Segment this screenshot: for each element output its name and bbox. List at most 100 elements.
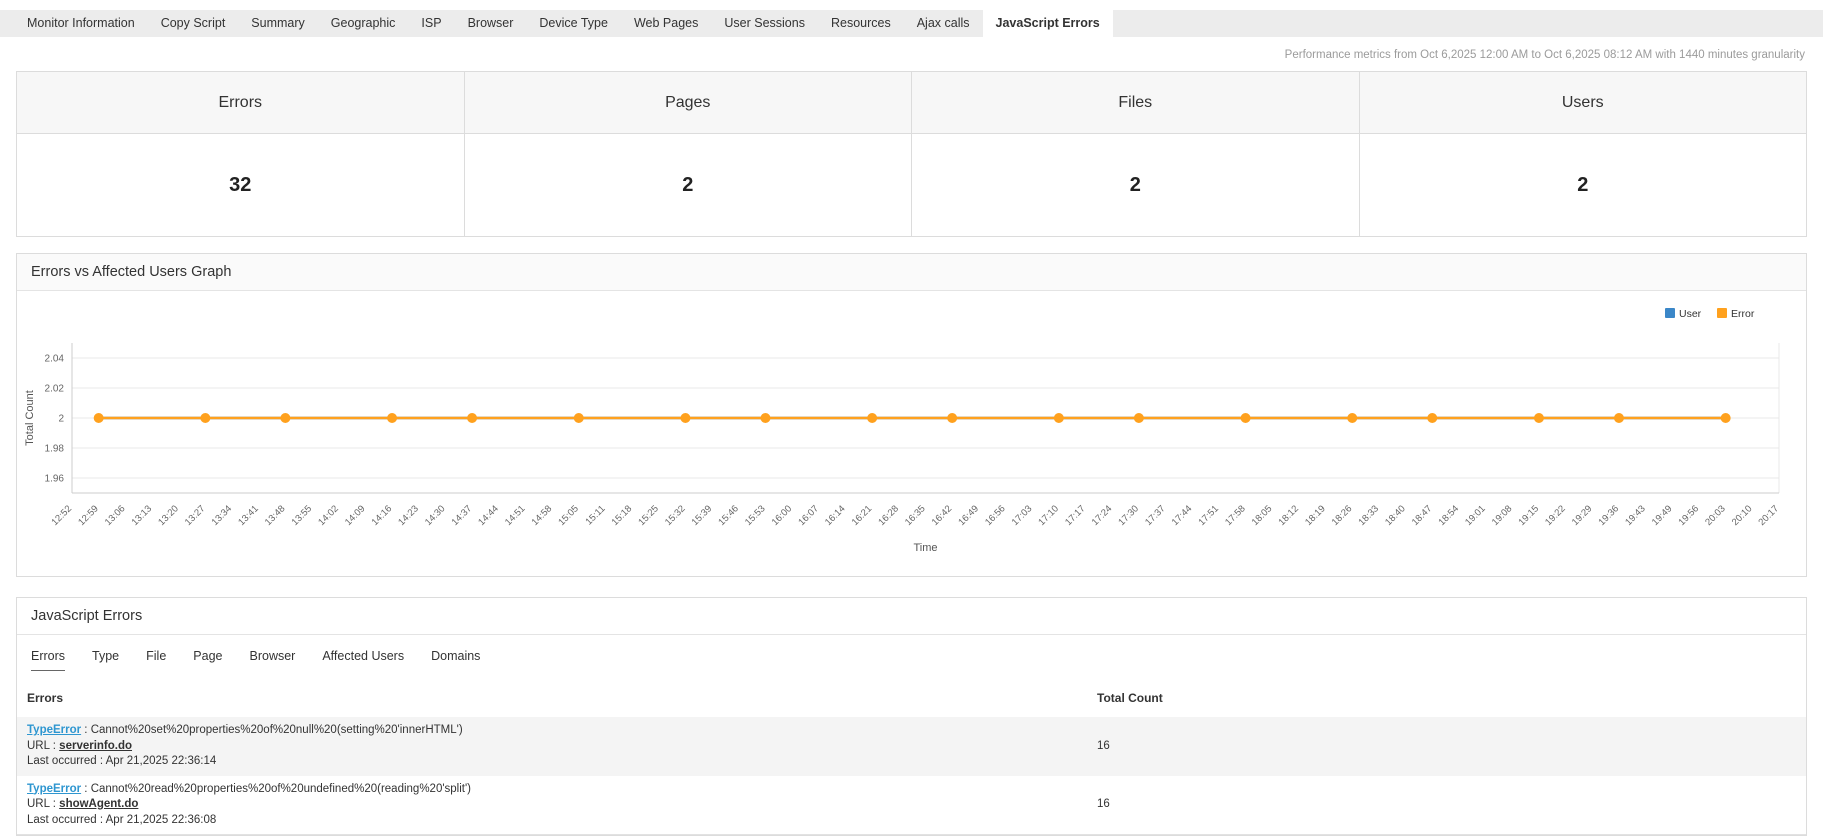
x-tick-label: 18:33 bbox=[1356, 503, 1381, 528]
error-message: : Cannot%20read%20properties%20of%20unde… bbox=[81, 782, 472, 795]
tab-user-sessions[interactable]: User Sessions bbox=[724, 16, 805, 30]
error-type-link[interactable]: TypeError bbox=[27, 782, 82, 795]
errors-subtab-browser[interactable]: Browser bbox=[249, 649, 296, 663]
errors-subtab-errors[interactable]: Errors bbox=[31, 649, 66, 671]
summary-card-label: Users bbox=[1359, 72, 1806, 134]
x-tick-label: 18:12 bbox=[1276, 503, 1301, 528]
error-line-1: TypeError : Cannot%20set%20properties%20… bbox=[27, 723, 1097, 739]
x-tick-label: 19:22 bbox=[1543, 503, 1568, 528]
error-line-2: URL : serverinfo.do bbox=[27, 739, 1097, 755]
tab-ajax-calls[interactable]: Ajax calls bbox=[916, 16, 970, 30]
x-tick-label: 15:32 bbox=[663, 503, 688, 528]
legend-label-user[interactable]: User bbox=[1679, 308, 1702, 320]
x-tick-label: 17:10 bbox=[1036, 503, 1061, 528]
x-tick-label: 14:58 bbox=[530, 503, 555, 528]
errors-subtab-domains[interactable]: Domains bbox=[431, 649, 481, 663]
x-tick-label: 17:17 bbox=[1063, 503, 1088, 528]
x-tick-label: 16:14 bbox=[823, 503, 848, 528]
data-point-marker bbox=[93, 413, 104, 423]
x-tick-label: 20:03 bbox=[1703, 503, 1728, 528]
summary-card-label: Errors bbox=[17, 72, 464, 134]
errors-subtab-page[interactable]: Page bbox=[193, 649, 223, 663]
data-point-marker bbox=[947, 413, 958, 423]
data-point-marker bbox=[867, 413, 878, 423]
error-type-link[interactable]: TypeError bbox=[27, 724, 82, 736]
summary-card-files: Files 2 bbox=[912, 72, 1360, 236]
tab-geographic[interactable]: Geographic bbox=[330, 16, 396, 30]
x-tick-label: 18:54 bbox=[1436, 503, 1461, 528]
tab-web-pages[interactable]: Web Pages bbox=[633, 16, 699, 30]
error-cell: TypeError : Cannot%20set%20properties%20… bbox=[27, 723, 1097, 770]
x-tick-label: 16:42 bbox=[930, 503, 955, 528]
x-tick-label: 19:36 bbox=[1596, 503, 1621, 528]
tab-copy-script[interactable]: Copy Script bbox=[160, 16, 226, 30]
tab-resources[interactable]: Resources bbox=[830, 16, 891, 30]
table-row: TypeError : Cannot%20set%20properties%20… bbox=[17, 717, 1806, 776]
errors-table-rows: TypeError : Cannot%20set%20properties%20… bbox=[17, 717, 1806, 835]
tab-isp[interactable]: ISP bbox=[421, 16, 442, 30]
tab-browser[interactable]: Browser bbox=[467, 16, 514, 30]
x-tick-label: 14:37 bbox=[450, 503, 475, 528]
data-point-marker bbox=[467, 413, 478, 423]
tab-device-type[interactable]: Device Type bbox=[539, 16, 608, 30]
error-line-1: TypeError : Cannot%20read%20properties%2… bbox=[27, 782, 1097, 798]
error-cell: TypeError : Cannot%20read%20properties%2… bbox=[27, 782, 1097, 829]
graph-panel: Errors vs Affected Users Graph 2.04 2.02 2… bbox=[16, 253, 1807, 577]
summary-card-users: Users 2 bbox=[1359, 72, 1806, 236]
x-tick-label: 14:44 bbox=[476, 503, 501, 528]
errors-table-header: Errors Total Count bbox=[17, 681, 1806, 717]
tab-monitor-information[interactable]: Monitor Information bbox=[27, 16, 135, 30]
chart-body: 2.04 2.02 2 1.98 1.96 12:52 12:59 13:06 13:13 13:… bbox=[17, 291, 1806, 576]
summary-card-value: 2 bbox=[1577, 173, 1589, 196]
x-tick-label: 15:53 bbox=[743, 503, 768, 528]
x-tick-label: 17:44 bbox=[1170, 503, 1195, 528]
legend-label-error[interactable]: Error bbox=[1731, 308, 1755, 320]
table-row: TypeError : Cannot%20read%20properties%2… bbox=[17, 776, 1806, 835]
x-tick-label: 13:48 bbox=[263, 503, 288, 528]
x-tick-label: 16:00 bbox=[770, 503, 795, 528]
legend-swatch-error[interactable] bbox=[1717, 308, 1727, 318]
errors-panel: JavaScript Errors Errors Type File Page Brow… bbox=[16, 597, 1807, 836]
x-tick-label: 14:09 bbox=[343, 503, 368, 528]
summary-card-errors: Errors 32 bbox=[17, 72, 465, 236]
legend-swatch-user[interactable] bbox=[1665, 308, 1675, 318]
x-tick-label: 17:30 bbox=[1116, 503, 1141, 528]
data-point-marker bbox=[1533, 413, 1544, 423]
errors-subtab-type[interactable]: Type bbox=[92, 649, 120, 663]
x-tick-label: 14:02 bbox=[316, 503, 341, 528]
y-tick-label: 2 bbox=[58, 414, 64, 425]
x-tick-label: 13:27 bbox=[183, 503, 208, 528]
error-line-2: URL : showAgent.do bbox=[27, 797, 1097, 813]
data-point-marker bbox=[1427, 413, 1438, 423]
error-url-label: URL : bbox=[27, 739, 60, 752]
tab-summary[interactable]: Summary bbox=[251, 16, 305, 30]
data-point-marker bbox=[1613, 413, 1624, 423]
x-tick-label: 13:55 bbox=[290, 503, 315, 528]
x-tick-label: 12:52 bbox=[50, 503, 75, 528]
tab-javascript-errors[interactable]: JavaScript Errors bbox=[982, 6, 1113, 41]
errors-panel-title: JavaScript Errors bbox=[17, 598, 1806, 635]
x-tick-label: 19:15 bbox=[1516, 503, 1541, 528]
error-url-link[interactable]: serverinfo.do bbox=[59, 739, 133, 752]
x-tick-label: 15:46 bbox=[716, 503, 741, 528]
graph-panel-title: Errors vs Affected Users Graph bbox=[17, 254, 1806, 291]
error-url-label: URL : bbox=[27, 798, 60, 810]
data-point-marker bbox=[1053, 413, 1064, 423]
error-message: : Cannot%20set%20properties%20of%20null%… bbox=[81, 724, 463, 736]
x-tick-label: 18:19 bbox=[1303, 503, 1328, 528]
x-tick-label: 17:37 bbox=[1143, 503, 1168, 528]
x-tick-label: 19:43 bbox=[1623, 503, 1648, 528]
error-url-link[interactable]: showAgent.do bbox=[59, 798, 139, 810]
x-tick-label: 13:41 bbox=[236, 503, 261, 528]
errors-subtab-affected-users[interactable]: Affected Users bbox=[322, 649, 405, 663]
x-tick-label: 13:06 bbox=[103, 503, 128, 528]
summary-card-label: Pages bbox=[464, 72, 911, 134]
x-tick-label: 16:07 bbox=[796, 503, 821, 528]
error-last-occurred: Last occurred : Apr 21,2025 22:36:08 bbox=[27, 813, 217, 826]
summary-card-label: Files bbox=[912, 72, 1359, 134]
summary-card-value: 2 bbox=[1129, 173, 1141, 196]
x-tick-label: 14:16 bbox=[370, 503, 395, 528]
errors-subtab-file[interactable]: File bbox=[146, 649, 167, 663]
error-total-count: 16 bbox=[1097, 798, 1110, 810]
error-total-count: 16 bbox=[1097, 739, 1110, 752]
